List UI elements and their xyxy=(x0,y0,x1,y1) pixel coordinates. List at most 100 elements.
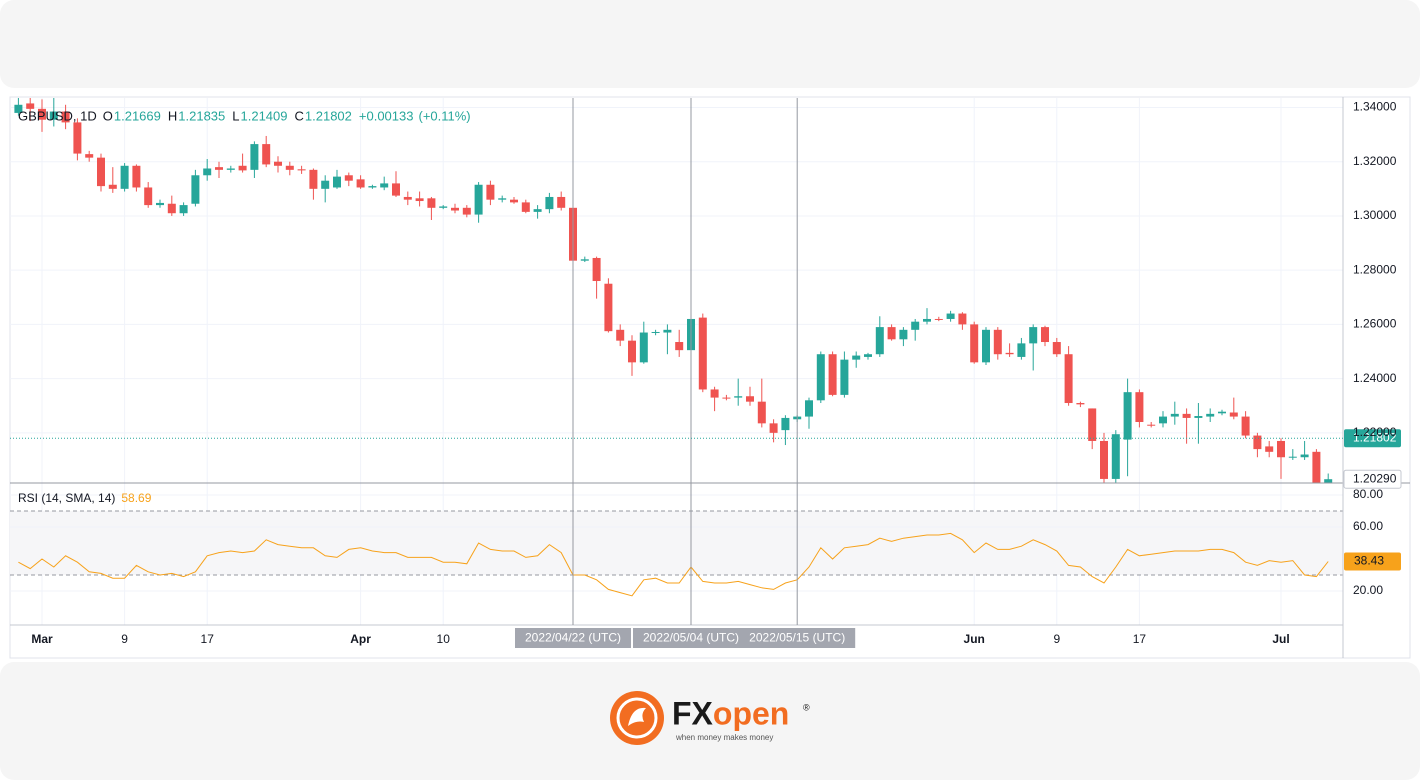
candle-body xyxy=(899,329,908,340)
candle-body xyxy=(85,154,94,158)
candle-body xyxy=(215,167,223,170)
rsi-value-label: 38.43 xyxy=(1354,554,1384,568)
candle-body xyxy=(132,165,141,188)
candle-body xyxy=(1017,343,1026,357)
candle-body xyxy=(864,354,872,357)
legend: GBPUSD, 1D O 1.21669 H 1.21835 L 1.21409 C 1.218… xyxy=(18,108,471,505)
candle-body xyxy=(1218,411,1226,414)
marker-label-box xyxy=(633,628,749,648)
logo-ring xyxy=(616,697,658,739)
x-tick-label: Jul xyxy=(1272,632,1289,646)
rsi-tick-label: 60.00 xyxy=(1353,519,1383,533)
candle-body xyxy=(1052,342,1061,355)
candle-body xyxy=(510,199,518,203)
rsi-background xyxy=(10,494,1343,592)
candle-body xyxy=(1076,403,1085,405)
rsi-value-tag xyxy=(1344,552,1401,571)
candle-body xyxy=(816,354,825,401)
candle-body xyxy=(61,111,70,123)
candle-body xyxy=(828,354,837,395)
top-banner xyxy=(0,0,1420,88)
brand-tagline: when money makes money xyxy=(675,733,773,742)
candle-body xyxy=(993,329,1002,355)
candle-body xyxy=(1229,412,1238,417)
marker-label: 2022/04/22 (UTC) xyxy=(525,631,621,645)
candle-body xyxy=(923,318,931,322)
candle-body xyxy=(1194,416,1203,418)
rsi-pane xyxy=(18,532,1329,597)
candle-body xyxy=(1170,413,1179,417)
x-tick-label: 10 xyxy=(437,632,451,646)
candle-body xyxy=(427,198,436,208)
candle-body xyxy=(1088,408,1097,441)
candle-body xyxy=(144,187,153,206)
x-tick-label: Apr xyxy=(350,632,371,646)
candle-body xyxy=(1135,392,1144,422)
candle-body xyxy=(250,144,259,170)
candle-body xyxy=(368,186,377,188)
candle-body xyxy=(580,259,589,261)
logo: FX open ® when money makes money xyxy=(610,691,810,745)
rsi-line xyxy=(18,532,1329,597)
candle-body xyxy=(545,196,554,210)
legend-key: L xyxy=(232,108,239,123)
candle-body xyxy=(462,207,471,215)
candle-body xyxy=(982,329,990,363)
x-tick-label: Jun xyxy=(964,632,985,646)
candle-body xyxy=(746,396,754,402)
candle-body xyxy=(108,184,117,189)
candle-body xyxy=(1253,435,1262,450)
legend-value: 1.21669 xyxy=(114,108,161,123)
rsi-tick-label: 20.00 xyxy=(1353,583,1383,597)
candle-body xyxy=(1029,327,1038,344)
logo-mark xyxy=(628,707,646,726)
symbol: GBPUSD, 1D xyxy=(18,108,97,123)
legend-key: H xyxy=(168,108,177,123)
candle-body xyxy=(415,198,424,202)
candle-body xyxy=(97,157,105,187)
y-tick-label: 1.32000 xyxy=(1353,154,1397,168)
candle-body xyxy=(203,168,212,176)
candle-body xyxy=(297,169,306,171)
candle-body xyxy=(604,283,613,332)
y-tick-label: 1.28000 xyxy=(1353,262,1397,276)
candle-body xyxy=(498,198,507,200)
rsi-tick-label: 80.00 xyxy=(1353,487,1383,501)
candle-body xyxy=(521,202,530,212)
last-price-label: 1.21802 xyxy=(1353,430,1397,444)
legend-key: C xyxy=(295,108,304,123)
candle-body xyxy=(1123,392,1132,440)
candle-body xyxy=(344,175,353,181)
candle-body xyxy=(474,184,483,215)
candle-body xyxy=(167,203,176,214)
candle-body xyxy=(958,313,967,325)
candle-body xyxy=(710,389,719,398)
candle-body xyxy=(1159,416,1167,424)
candle-body xyxy=(1288,456,1297,458)
footer-banner xyxy=(0,662,1420,780)
candle-body xyxy=(309,169,318,189)
legend-value: 1.21802 xyxy=(305,108,352,123)
legend-value: 1.21409 xyxy=(241,108,288,123)
candle-body xyxy=(616,329,625,341)
candle-body xyxy=(875,327,884,355)
candle-body xyxy=(403,196,412,200)
candle-body xyxy=(380,183,389,188)
candle-body xyxy=(451,207,459,211)
candle-body xyxy=(1312,451,1321,483)
candle-body xyxy=(1206,413,1215,417)
y-tick-label: 1.24000 xyxy=(1353,371,1397,385)
marker-label-box xyxy=(515,628,631,648)
rsi-title: RSI (14, SMA, 14) xyxy=(18,491,115,505)
candle-body xyxy=(781,417,790,431)
marker-label: 2022/05/04 (UTC) xyxy=(643,631,739,645)
candle-body xyxy=(226,168,235,170)
x-tick-label: 17 xyxy=(201,632,215,646)
candle-body xyxy=(805,400,813,417)
candle-body xyxy=(1064,354,1073,404)
candle-body xyxy=(14,104,23,113)
candle-body xyxy=(38,108,46,120)
x-tick-label: 17 xyxy=(1133,632,1147,646)
last-price-tag xyxy=(1344,429,1401,448)
candle-body xyxy=(392,183,400,196)
